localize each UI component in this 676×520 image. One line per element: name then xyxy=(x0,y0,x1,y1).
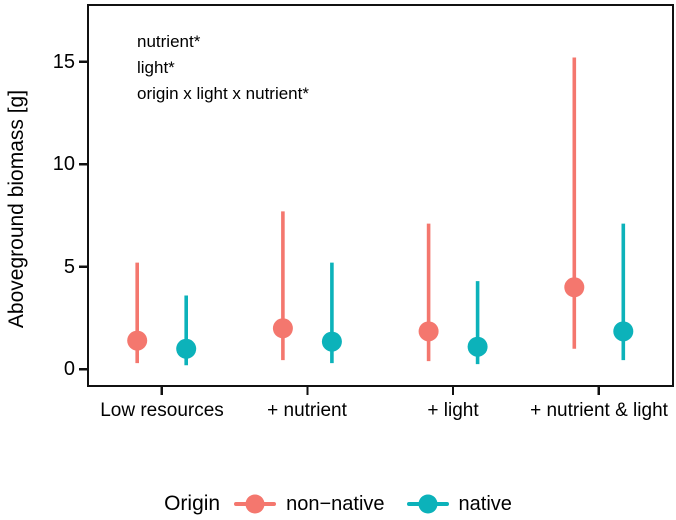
annotation-line: nutrient* xyxy=(137,32,201,51)
panel-border xyxy=(86,3,675,388)
y-tick-label-15: 15 xyxy=(52,51,75,73)
y-tick-label-0: 0 xyxy=(63,358,75,380)
plot-panel xyxy=(79,3,675,395)
point-non-native-3 xyxy=(564,277,585,298)
legend-key-native xyxy=(406,493,449,515)
x-tick-label-nutrient: + nutrient xyxy=(267,400,347,421)
x-tick-label-nutrient-light: + nutrient & light xyxy=(530,400,668,421)
legend: Origin non−native native xyxy=(0,489,676,519)
legend-key-non-native xyxy=(234,493,277,515)
legend-title: Origin xyxy=(164,492,221,515)
point-native-1 xyxy=(321,331,342,352)
legend-label-non-native: non−native xyxy=(286,492,385,515)
annotation-line: light* xyxy=(137,58,175,77)
point-native-2 xyxy=(467,336,488,357)
legend-label-native: native xyxy=(458,492,512,515)
x-tick-label-low-resources: Low resources xyxy=(100,400,224,421)
annotation-line: origin x light x nutrient* xyxy=(137,84,309,103)
pointrange-dot-icon xyxy=(418,494,438,514)
y-axis-title: Aboveground biomass [g] xyxy=(5,89,28,329)
x-tick-label-light: + light xyxy=(427,400,479,421)
annotation-block: nutrient* light* origin x light x nutrie… xyxy=(137,29,309,107)
point-non-native-2 xyxy=(418,321,439,342)
point-native-3 xyxy=(613,321,634,342)
point-non-native-1 xyxy=(272,318,293,339)
point-native-0 xyxy=(176,338,197,359)
point-non-native-0 xyxy=(127,330,148,351)
pointrange-dot-icon xyxy=(245,494,265,514)
y-tick-label-10: 10 xyxy=(52,153,75,175)
y-tick-label-5: 5 xyxy=(63,256,75,278)
